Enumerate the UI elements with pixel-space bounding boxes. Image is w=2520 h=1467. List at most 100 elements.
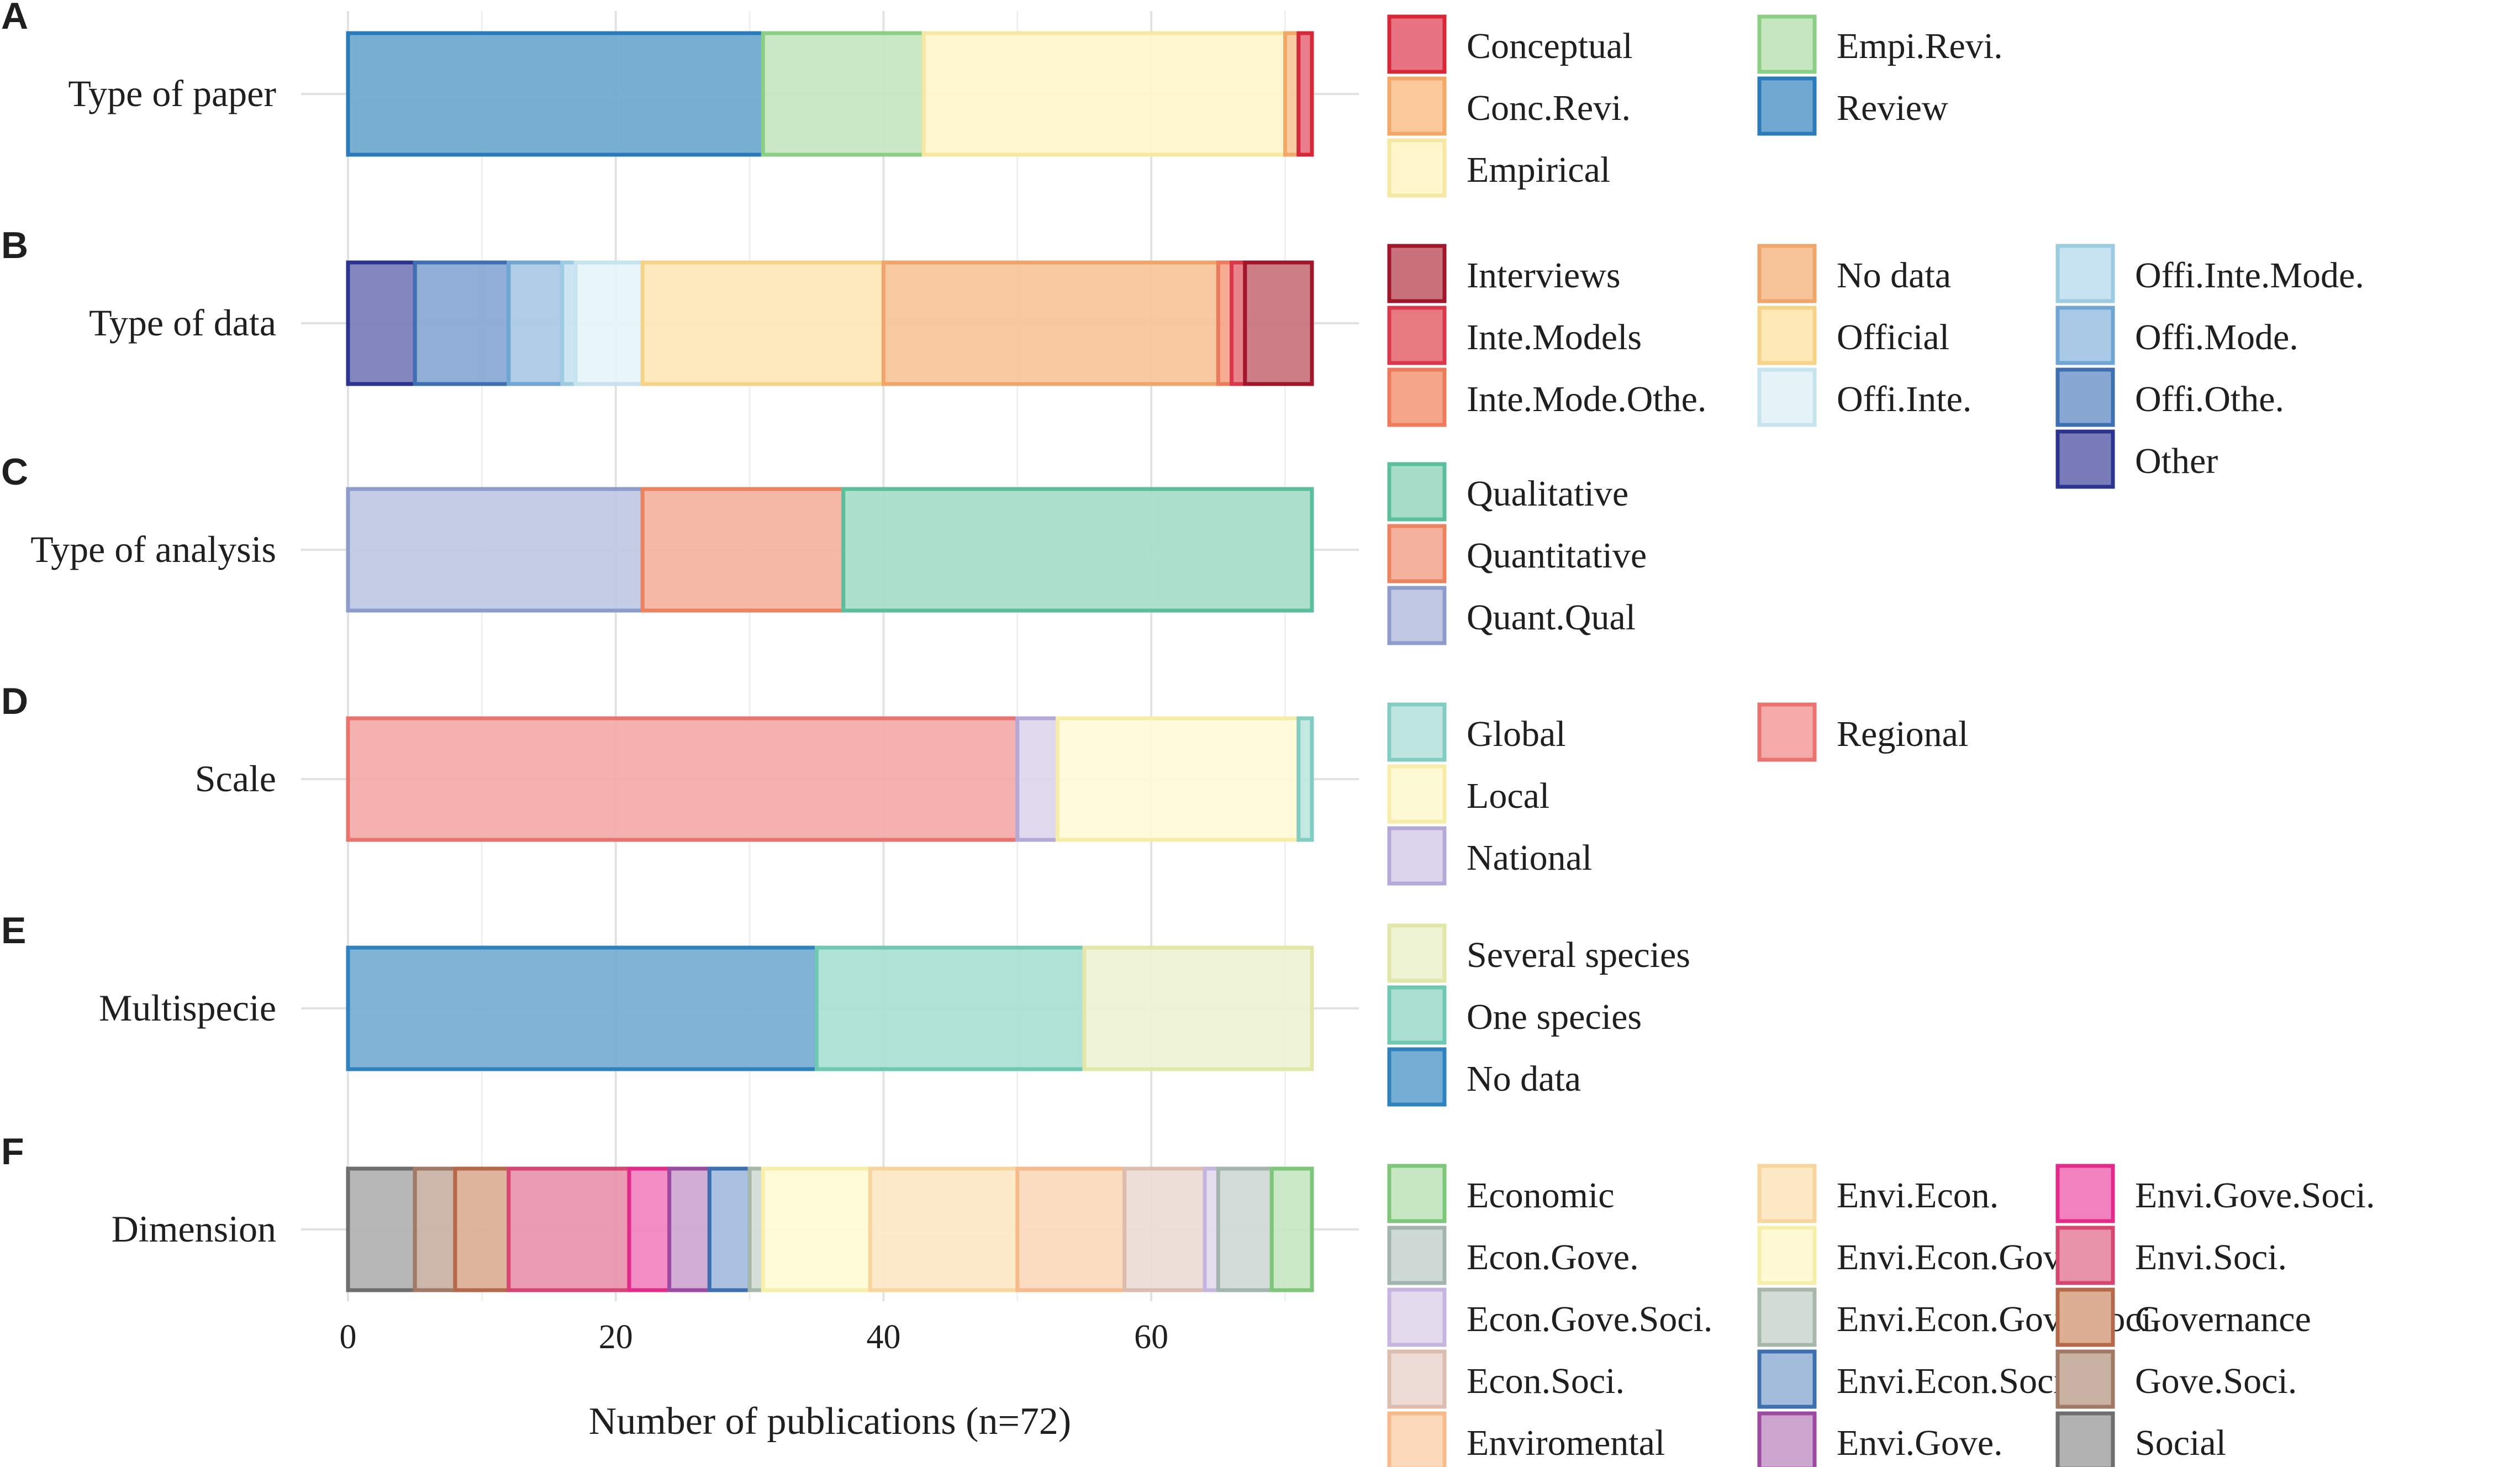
bar-segment-envi-econ (868, 1166, 1020, 1292)
legend-swatch (2055, 429, 2115, 489)
legend-label: No data (1467, 1059, 1581, 1099)
bar-segment-gove-soci (413, 1166, 457, 1292)
legend-item-econ-gove-soci: Econ.Gove.Soci. (1387, 1287, 1712, 1347)
legend-swatch (1387, 1349, 1447, 1409)
legend-item-one-species: One species (1387, 985, 1642, 1045)
legend-label: Empi.Revi. (1837, 26, 2003, 66)
panel-a: A Type of paper (1, 0, 1359, 157)
panel-letter: E (1, 909, 26, 951)
legend-label: Envi.Econ.Gove. (1837, 1237, 2087, 1277)
bar-segment-official (640, 260, 885, 386)
bar-segment-inte-models (1230, 260, 1247, 386)
legend-item-regional: Regional (1757, 702, 1968, 762)
legend-swatch (1387, 138, 1447, 198)
legend-label: Envi.Gove.Soci. (2135, 1175, 2375, 1216)
legend-item-envi-soci: Envi.Soci. (2055, 1226, 2287, 1285)
bar-segment-conc-revi (1283, 31, 1301, 157)
legend-item-empirical: Empirical (1387, 138, 1610, 198)
legend-swatch (1757, 702, 1817, 762)
legend-label: Envi.Soci. (2135, 1237, 2287, 1277)
legend-label: National (1467, 838, 1592, 878)
legend-swatch (1757, 1349, 1817, 1409)
bar-segment-regional (346, 716, 1020, 842)
legend-label: Envi.Econ. (1837, 1175, 1999, 1216)
bar-segment-interviews (1243, 260, 1314, 386)
legend-item-gove-soci: Gove.Soci. (2055, 1349, 2297, 1409)
legend-item-envi-gove: Envi.Gove. (1757, 1411, 2003, 1467)
bar-segment-enviromental (1015, 1166, 1127, 1292)
legend-label: Quantitative (1467, 535, 1647, 576)
legend-swatch (2055, 244, 2115, 303)
x-axis: 0 20 40 60 Number of publications (n=72) (340, 1318, 1169, 1443)
legend-item-local: Local (1387, 764, 1549, 824)
legend-item-envi-gove-soci: Envi.Gove.Soci. (2055, 1164, 2375, 1223)
legend-item-review: Review (1757, 76, 1948, 136)
legend-label: Econ.Gove.Soci. (1467, 1299, 1712, 1339)
x-tick-label: 40 (866, 1318, 900, 1356)
legend-item-official: Official (1757, 306, 1949, 365)
legend-item-national: National (1387, 826, 1592, 886)
bar-segment-econ-gove (1216, 1166, 1274, 1292)
legend-label: Governance (2135, 1299, 2311, 1339)
legend-item-qualitative: Qualitative (1387, 462, 1628, 522)
legend-swatch (1757, 367, 1817, 427)
category-label: Multispecie (99, 987, 276, 1029)
legend-label: Interviews (1467, 255, 1621, 296)
legend-swatch (1757, 306, 1817, 365)
legend-label: Offi.Mode. (2135, 317, 2298, 357)
bar-segment-other (346, 260, 417, 386)
legend-label: One species (1467, 997, 1642, 1037)
bar-segment-several-species (1082, 945, 1314, 1071)
legend-panel-d: Global Local National Regional (1387, 702, 1968, 886)
legend-item-no-data: No data (1757, 244, 1951, 303)
legend-item-social: Social (2055, 1411, 2226, 1467)
legend-swatch (1387, 985, 1447, 1045)
category-label: Type of data (89, 302, 276, 344)
legend-item-quant-qual: Quant.Qual (1387, 586, 1636, 645)
category-label: Scale (195, 758, 276, 800)
legend-label: Conceptual (1467, 26, 1633, 66)
bar-segment-empi-revi (761, 31, 926, 157)
legend-item-offi-othe: Offi.Othe. (2055, 367, 2284, 427)
bar-segment-envi-gove (667, 1166, 711, 1292)
legend-swatch (1387, 586, 1447, 645)
legend-layer: Conceptual Conc.Revi. Empirical Empi.Revi. R… (1387, 14, 2375, 1467)
legend-item-governance: Governance (2055, 1287, 2311, 1347)
legend-label: Envi.Econ.Soci. (1837, 1361, 2073, 1401)
legend-item-inte-models: Inte.Models (1387, 306, 1642, 365)
panel-d: D Scale (1, 680, 1359, 842)
panel-letter: A (1, 0, 28, 37)
legend-label: Quant.Qual (1467, 597, 1636, 638)
legend-item-econ-gove: Econ.Gove. (1387, 1226, 1639, 1285)
legend-item-enviromental: Enviromental (1387, 1411, 1665, 1467)
bar-segment-qualitative (841, 487, 1314, 613)
legend-panel-b: Interviews Inte.Models Inte.Mode.Othe. No d… (1387, 244, 2364, 489)
legend-panel-a: Conceptual Conc.Revi. Empirical Empi.Revi. R… (1387, 14, 2003, 198)
bar-segment-quant-qual (346, 487, 645, 613)
bar-segment-inte-mode-othe (1216, 260, 1234, 386)
legend-swatch (1387, 923, 1447, 983)
legend-swatch (2055, 1349, 2115, 1409)
bar-segment-local (1056, 716, 1301, 842)
legend-label: Local (1467, 776, 1549, 816)
category-label: Type of paper (68, 72, 276, 114)
legend-label: Review (1837, 88, 1948, 128)
legend-swatch (1387, 524, 1447, 583)
panel-letter: F (1, 1131, 24, 1172)
bar-segment-offi-inte-mode (560, 260, 578, 386)
bar-segment-envi-gove-soci (627, 1166, 672, 1292)
legend-label: Social (2135, 1423, 2226, 1463)
panel-b: B Type of data (1, 224, 1359, 386)
legend-swatch (1387, 76, 1447, 136)
legend-swatch (1387, 1047, 1447, 1107)
grid-layer (347, 11, 1287, 1301)
legend-item-conc-revi: Conc.Revi. (1387, 76, 1631, 136)
legend-item-offi-mode: Offi.Mode. (2055, 306, 2298, 365)
legend-swatch (1757, 1287, 1817, 1347)
legend-label: Empirical (1467, 150, 1610, 190)
legend-label: Offi.Inte.Mode. (2135, 255, 2364, 296)
x-tick-label: 60 (1134, 1318, 1168, 1356)
legend-swatch (1757, 1411, 1817, 1467)
